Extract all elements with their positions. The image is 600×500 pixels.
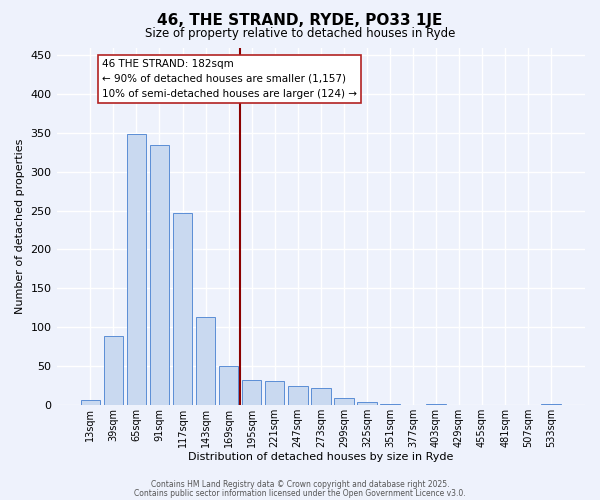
Bar: [104, 336, 123, 405]
Text: Size of property relative to detached houses in Ryde: Size of property relative to detached ho…: [145, 28, 455, 40]
Bar: [173, 213, 193, 405]
Bar: [288, 386, 308, 405]
Bar: [242, 380, 262, 405]
Bar: [219, 366, 238, 405]
Bar: [311, 388, 331, 405]
Bar: [196, 317, 215, 405]
Bar: [80, 400, 100, 405]
Y-axis label: Number of detached properties: Number of detached properties: [15, 138, 25, 314]
Bar: [541, 404, 561, 405]
Bar: [334, 398, 353, 405]
Text: Contains HM Land Registry data © Crown copyright and database right 2025.: Contains HM Land Registry data © Crown c…: [151, 480, 449, 489]
Text: Contains public sector information licensed under the Open Government Licence v3: Contains public sector information licen…: [134, 488, 466, 498]
Text: 46, THE STRAND, RYDE, PO33 1JE: 46, THE STRAND, RYDE, PO33 1JE: [157, 12, 443, 28]
Text: 46 THE STRAND: 182sqm
← 90% of detached houses are smaller (1,157)
10% of semi-d: 46 THE STRAND: 182sqm ← 90% of detached …: [102, 59, 357, 99]
Bar: [149, 144, 169, 405]
Bar: [380, 404, 400, 405]
Bar: [426, 404, 446, 405]
X-axis label: Distribution of detached houses by size in Ryde: Distribution of detached houses by size …: [188, 452, 454, 462]
Bar: [357, 402, 377, 405]
Bar: [127, 134, 146, 405]
Bar: [265, 382, 284, 405]
